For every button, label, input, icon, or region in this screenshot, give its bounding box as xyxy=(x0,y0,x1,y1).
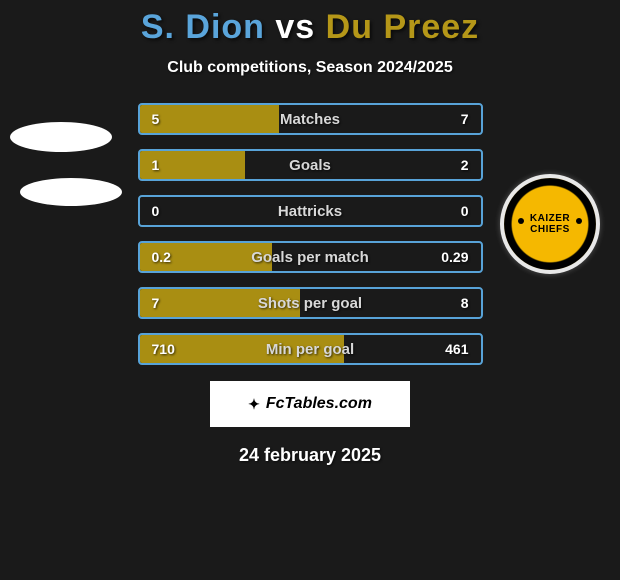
player1-name: S. Dion xyxy=(141,8,265,46)
stat-row: 1 Goals 2 xyxy=(138,149,483,181)
stat-row: 5 Matches 7 xyxy=(138,103,483,135)
player2-name: Du Preez xyxy=(326,8,480,46)
stat-right-value: 0 xyxy=(461,203,469,219)
stat-left-value: 7 xyxy=(152,295,160,311)
stat-row: 0.2 Goals per match 0.29 xyxy=(138,241,483,273)
stat-label: Matches xyxy=(280,111,340,128)
stat-fill xyxy=(140,105,280,133)
page-title: S. Dion vs Du Preez xyxy=(0,8,620,47)
stat-left-value: 1 xyxy=(152,157,160,173)
stat-label: Goals xyxy=(289,157,331,174)
stat-left-value: 0.2 xyxy=(152,249,171,265)
badge-line2: CHIEFS xyxy=(530,224,570,235)
subtitle: Club competitions, Season 2024/2025 xyxy=(0,59,620,77)
badge-text: KAIZER CHIEFS xyxy=(530,213,570,235)
badge-ball-left xyxy=(518,218,524,224)
stat-right-value: 7 xyxy=(461,111,469,127)
left-ellipse-2 xyxy=(20,178,122,206)
date-text: 24 february 2025 xyxy=(0,445,620,466)
left-ellipse-1 xyxy=(10,122,112,152)
stat-label: Min per goal xyxy=(266,341,354,358)
stat-row: 710 Min per goal 461 xyxy=(138,333,483,365)
fctables-icon: ✦ xyxy=(248,396,260,413)
stat-row: 0 Hattricks 0 xyxy=(138,195,483,227)
stat-label: Hattricks xyxy=(278,203,342,220)
club-badge: KAIZER CHIEFS xyxy=(500,174,600,274)
stat-left-value: 0 xyxy=(152,203,160,219)
stat-right-value: 0.29 xyxy=(441,249,468,265)
badge-ball-right xyxy=(576,218,582,224)
stat-label: Goals per match xyxy=(251,249,369,266)
badge-line1: KAIZER xyxy=(530,213,570,224)
stat-left-value: 5 xyxy=(152,111,160,127)
stat-right-value: 8 xyxy=(461,295,469,311)
vs-text: vs xyxy=(275,8,315,46)
fctables-watermark: ✦ FcTables.com xyxy=(210,381,410,427)
stat-row: 7 Shots per goal 8 xyxy=(138,287,483,319)
stat-right-value: 461 xyxy=(445,341,468,357)
stat-label: Shots per goal xyxy=(258,295,362,312)
stat-right-value: 2 xyxy=(461,157,469,173)
fctables-text: FcTables.com xyxy=(266,395,372,413)
stat-left-value: 710 xyxy=(152,341,175,357)
